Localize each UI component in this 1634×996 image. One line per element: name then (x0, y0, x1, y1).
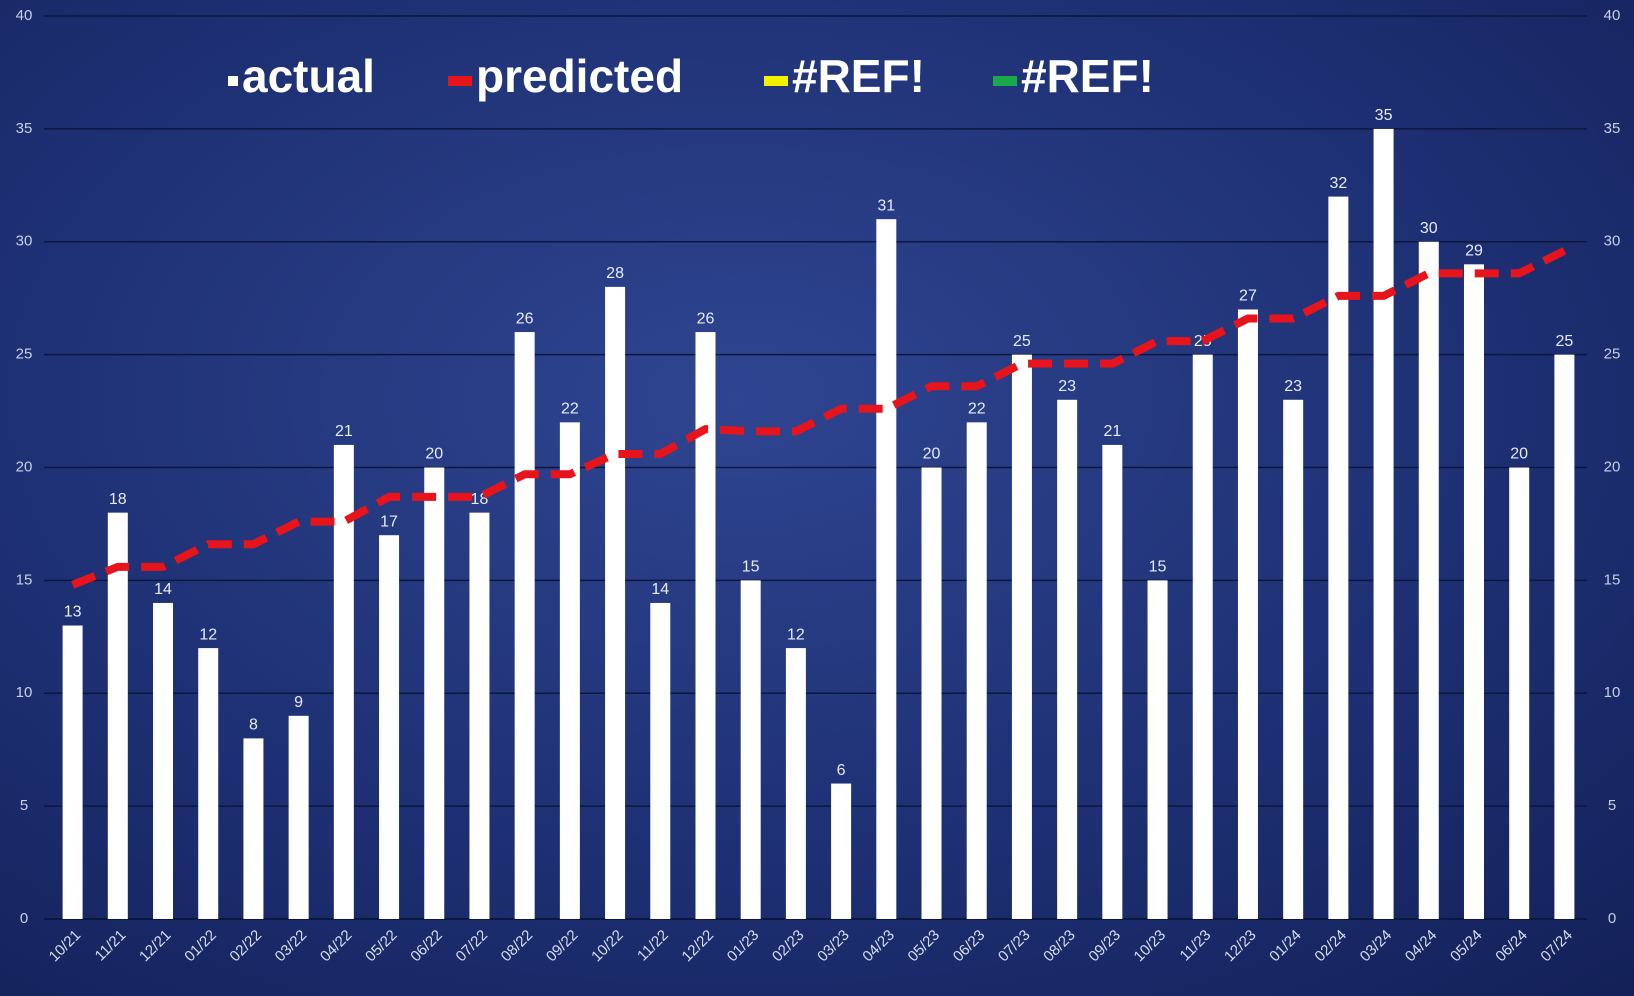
y-tick-label: 20 (16, 458, 33, 475)
y-tick-label: 15 (16, 571, 33, 588)
bar (514, 332, 535, 919)
bar (966, 422, 987, 919)
bar (650, 602, 671, 919)
bar (876, 219, 897, 920)
y-tick-label: 10 (16, 684, 33, 701)
y2-tick-label: 5 (1608, 797, 1616, 814)
data-label: 25 (1555, 333, 1573, 350)
bar (559, 422, 580, 919)
y-tick-label: 40 (16, 7, 33, 24)
y-tick-label: 5 (20, 797, 28, 814)
data-label: 17 (380, 513, 398, 530)
bar (62, 625, 83, 919)
data-label: 8 (249, 717, 258, 734)
y2-tick-label: 10 (1604, 684, 1621, 701)
data-label: 31 (877, 197, 895, 214)
data-label: 35 (1375, 107, 1393, 124)
bar (198, 648, 219, 919)
bar (1057, 399, 1078, 919)
bar (1192, 354, 1213, 919)
bar (424, 467, 445, 919)
data-label: 25 (1013, 333, 1031, 350)
y2-tick-label: 40 (1604, 7, 1621, 24)
y2-tick-label: 30 (1604, 233, 1621, 250)
data-label: 30 (1420, 220, 1438, 237)
data-label: 15 (742, 559, 760, 576)
data-label: 20 (923, 446, 941, 463)
bar (921, 467, 942, 919)
line (71, 247, 1567, 589)
data-label: 13 (64, 604, 82, 621)
legend-swatch (764, 76, 788, 86)
data-label: 12 (199, 626, 217, 643)
bar (107, 512, 128, 919)
legend-label: #REF! (792, 50, 925, 102)
bar (379, 535, 400, 919)
y2-tick-label: 15 (1604, 571, 1621, 588)
bar (1147, 580, 1168, 919)
y-tick-label: 35 (16, 120, 33, 137)
bar (1011, 354, 1032, 919)
bar (1463, 264, 1484, 919)
data-label: 6 (837, 762, 846, 779)
data-label: 12 (787, 626, 805, 643)
data-label: 23 (1058, 378, 1076, 395)
bar (1418, 241, 1439, 919)
bar (288, 715, 309, 919)
data-label: 26 (697, 310, 715, 327)
data-label: 22 (561, 401, 579, 418)
bar (243, 738, 264, 919)
legend-swatch (228, 76, 238, 86)
data-label: 28 (606, 265, 624, 282)
bar (831, 783, 852, 919)
data-label: 29 (1465, 243, 1483, 260)
bar (153, 602, 174, 919)
data-label: 27 (1239, 288, 1257, 305)
bar (333, 444, 354, 919)
bar (1373, 128, 1394, 919)
bar (695, 332, 716, 919)
y2-tick-label: 35 (1604, 120, 1621, 137)
data-label: 21 (1103, 423, 1121, 440)
bar (605, 286, 626, 919)
bar (785, 648, 806, 919)
bar (469, 512, 490, 919)
y2-tick-label: 25 (1604, 346, 1621, 363)
data-label: 32 (1329, 175, 1347, 192)
legend-label: predicted (476, 50, 683, 102)
data-label: 26 (516, 310, 534, 327)
legend-swatch (448, 76, 472, 86)
legend-label: actual (242, 50, 375, 102)
y-tick-label: 25 (16, 346, 33, 363)
legend-label: #REF! (1021, 50, 1154, 102)
bar (1102, 444, 1123, 919)
data-label: 20 (1510, 446, 1528, 463)
y-tick-label: 0 (20, 910, 28, 927)
bar (740, 580, 761, 919)
y2-tick-label: 20 (1604, 458, 1621, 475)
data-label: 14 (154, 581, 172, 598)
data-label: 9 (294, 694, 303, 711)
bar (1283, 399, 1304, 919)
data-label: 20 (425, 446, 443, 463)
bar (1328, 196, 1349, 920)
data-label: 23 (1284, 378, 1302, 395)
data-label: 22 (968, 401, 986, 418)
bar (1237, 309, 1258, 920)
data-label: 15 (1149, 559, 1167, 576)
y-tick-label: 30 (16, 233, 33, 250)
bar (1509, 467, 1530, 919)
legend-swatch (993, 76, 1017, 86)
y2-tick-label: 0 (1608, 910, 1616, 927)
data-label: 18 (109, 491, 127, 508)
data-label: 14 (651, 581, 669, 598)
data-label: 21 (335, 423, 353, 440)
bar (1554, 354, 1575, 919)
